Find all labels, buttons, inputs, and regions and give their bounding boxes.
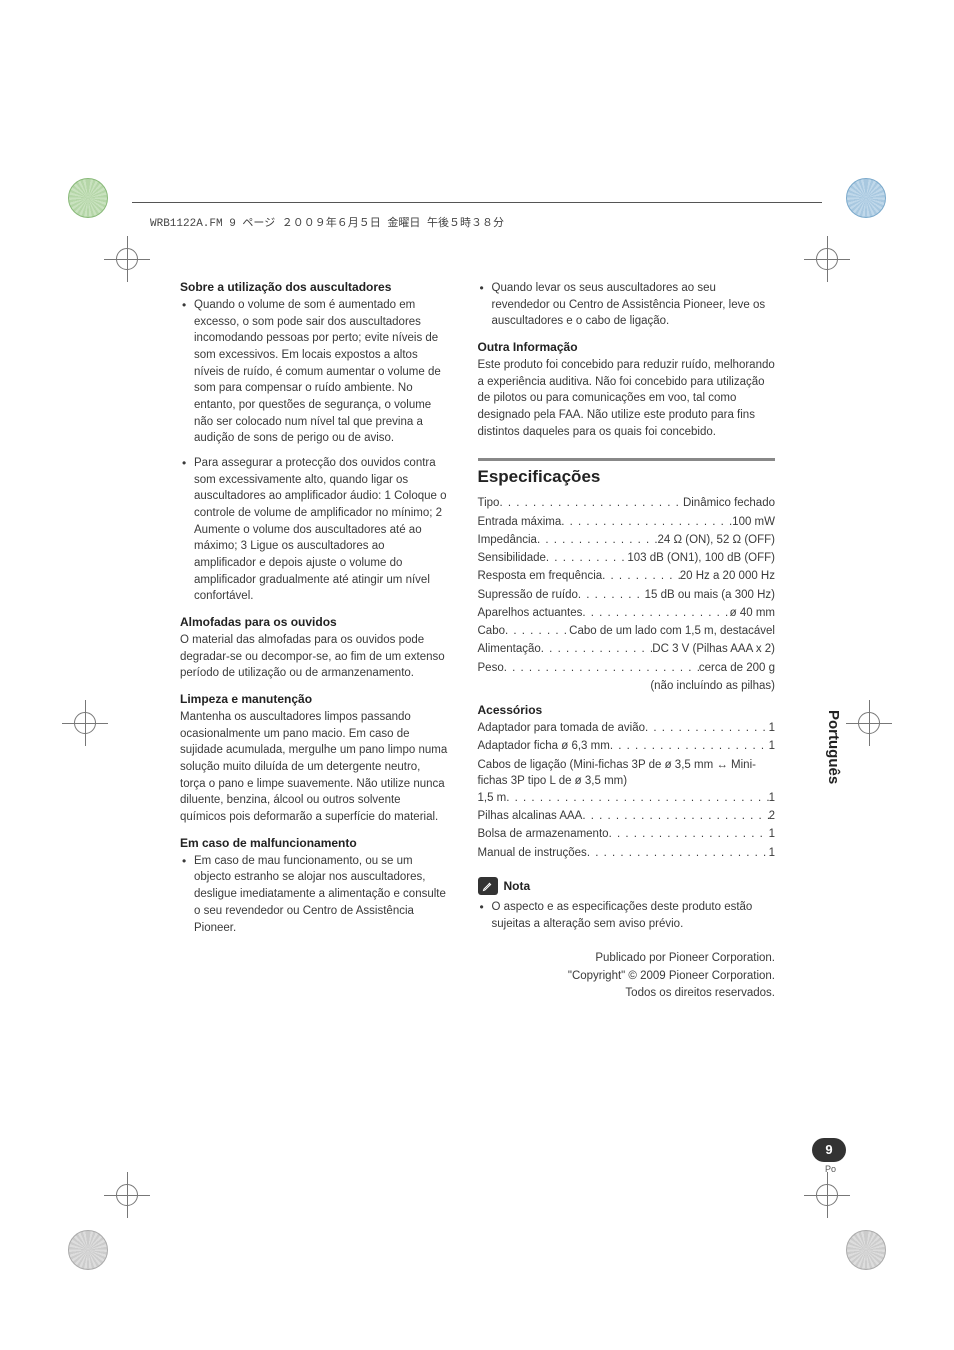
heading-accessories: Acessórios xyxy=(478,703,776,717)
acc-row: Adaptador para tomada de avião1 xyxy=(478,720,776,738)
cleaning-text: Mantenha os auscultadores limpos passand… xyxy=(180,709,448,826)
crosshair-tl xyxy=(104,236,150,282)
header-rule xyxy=(132,202,822,203)
right-top-bullets: Quando levar os seus auscultadores ao se… xyxy=(478,280,776,330)
spec-row: Supressão de ruído15 dB ou mais (a 300 H… xyxy=(478,587,776,605)
crosshair-tr xyxy=(804,236,850,282)
list-item: Quando levar os seus auscultadores ao se… xyxy=(492,280,776,330)
spec-tail: (não incluíndo as pilhas) xyxy=(478,678,776,695)
left-column: Sobre a utilização dos auscultadores Qua… xyxy=(180,280,448,1002)
print-corner-blue xyxy=(846,178,886,218)
other-info-text: Este produto foi concebido para reduzir … xyxy=(478,357,776,440)
spec-row: Aparelhos actuantesø 40 mm xyxy=(478,605,776,623)
earpads-text: O material das almofadas para os ouvidos… xyxy=(180,632,448,682)
spec-row: Entrada máxima100 mW xyxy=(478,514,776,532)
crosshair-mr xyxy=(846,700,892,746)
footer-line: Publicado por Pioneer Corporation. xyxy=(478,950,776,967)
list-item: O aspecto e as especificações deste prod… xyxy=(492,899,776,932)
publisher-footer: Publicado por Pioneer Corporation. "Copy… xyxy=(478,950,776,1002)
print-corner-gray-bl xyxy=(68,1230,108,1270)
pencil-icon xyxy=(478,877,498,895)
print-header-text: WRB1122A.FM 9 ページ ２００９年６月５日 金曜日 午後５時３８分 xyxy=(150,214,504,230)
accessories-block: Adaptador para tomada de avião1 Adaptado… xyxy=(478,720,776,863)
acc-row: 1,5 m1 xyxy=(478,790,776,808)
heading-other-info: Outra Informação xyxy=(478,340,776,354)
usage-bullets: Quando o volume de som é aumentado em ex… xyxy=(180,297,448,605)
spec-row: Impedância24 Ω (ON), 52 Ω (OFF) xyxy=(478,532,776,550)
spec-row: Sensibilidade103 dB (ON1), 100 dB (OFF) xyxy=(478,550,776,568)
specs-block: TipoDinâmico fechado Entrada máxima100 m… xyxy=(478,495,776,695)
footer-line: Todos os direitos reservados. xyxy=(478,985,776,1002)
heading-specs: Especificações xyxy=(478,458,776,487)
spec-row: CaboCabo de um lado com 1,5 m, destacáve… xyxy=(478,623,776,641)
list-item: Para assegurar a protecção dos ouvidos c… xyxy=(194,455,448,605)
crosshair-br xyxy=(804,1172,850,1218)
spec-row: TipoDinâmico fechado xyxy=(478,495,776,513)
print-corner-green xyxy=(68,178,108,218)
heading-cleaning: Limpeza e manutenção xyxy=(180,692,448,706)
malfunction-bullets: Em caso de mau funcionamento, ou se um o… xyxy=(180,853,448,936)
acc-row: Manual de instruções1 xyxy=(478,845,776,863)
heading-malfunction: Em caso de malfuncionamento xyxy=(180,836,448,850)
list-item: Em caso de mau funcionamento, ou se um o… xyxy=(194,853,448,936)
heading-earpads: Almofadas para os ouvidos xyxy=(180,615,448,629)
footer-line: "Copyright" © 2009 Pioneer Corporation. xyxy=(478,968,776,985)
print-corner-gray-br xyxy=(846,1230,886,1270)
acc-row: Pilhas alcalinas AAA2 xyxy=(478,808,776,826)
acc-wrap-text: Cabos de ligação (Mini-fichas 3P de ø 3,… xyxy=(478,757,776,790)
spec-row: AlimentaçãoDC 3 V (Pilhas AAA x 2) xyxy=(478,641,776,659)
language-side-tab: Português xyxy=(825,710,842,784)
heading-usage: Sobre a utilização dos auscultadores xyxy=(180,280,448,294)
note-header: Nota xyxy=(478,877,776,895)
note-bullets: O aspecto e as especificações deste prod… xyxy=(478,899,776,932)
page-number-code: Po xyxy=(825,1164,836,1174)
acc-row: Adaptador ficha ø 6,3 mm1 xyxy=(478,738,776,756)
crosshair-ml xyxy=(62,700,108,746)
page-number-badge: 9 xyxy=(812,1138,846,1162)
crosshair-bl xyxy=(104,1172,150,1218)
right-column: Quando levar os seus auscultadores ao se… xyxy=(478,280,776,1002)
spec-row: Resposta em frequência20 Hz a 20 000 Hz xyxy=(478,568,776,586)
acc-row: Bolsa de armazenamento1 xyxy=(478,826,776,844)
page-content: Sobre a utilização dos auscultadores Qua… xyxy=(180,280,775,1002)
list-item: Quando o volume de som é aumentado em ex… xyxy=(194,297,448,447)
note-label: Nota xyxy=(504,879,531,893)
spec-row: Pesocerca de 200 g xyxy=(478,660,776,678)
